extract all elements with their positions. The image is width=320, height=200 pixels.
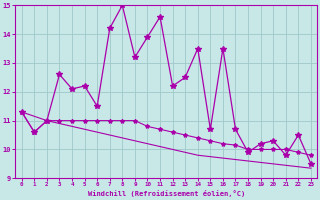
X-axis label: Windchill (Refroidissement éolien,°C): Windchill (Refroidissement éolien,°C) [88,190,245,197]
